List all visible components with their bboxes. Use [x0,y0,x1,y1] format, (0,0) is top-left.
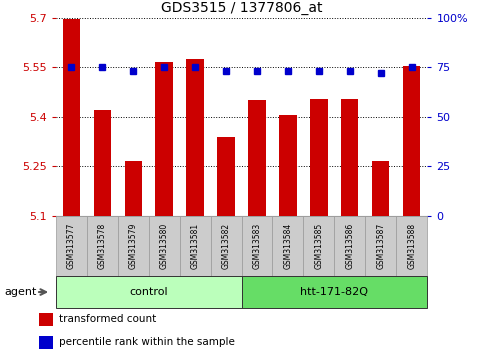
Bar [94,110,111,216]
Bar [117,216,149,276]
Text: GSM313580: GSM313580 [159,223,169,269]
Bar [149,216,180,276]
Bar [372,161,389,216]
Text: GSM313586: GSM313586 [345,223,355,269]
Bar [186,59,203,216]
Text: GSM313579: GSM313579 [128,223,138,269]
Bar [311,99,327,216]
Bar [242,276,427,308]
Bar [180,216,211,276]
Text: agent: agent [5,287,37,297]
Text: GSM313585: GSM313585 [314,223,324,269]
Bar [403,65,421,216]
Text: GSM313583: GSM313583 [253,223,261,269]
Text: GSM313588: GSM313588 [408,223,416,269]
Bar [56,216,86,276]
Bar [334,216,366,276]
Text: GSM313578: GSM313578 [98,223,107,269]
Bar [39,313,53,326]
Text: GSM313587: GSM313587 [376,223,385,269]
Bar [156,62,172,216]
Text: control: control [129,287,168,297]
Title: GDS3515 / 1377806_at: GDS3515 / 1377806_at [161,1,322,15]
Bar [211,216,242,276]
Bar [39,336,53,349]
Bar [397,216,427,276]
Bar [280,115,297,216]
Bar [86,216,117,276]
Bar [56,276,242,308]
Text: htt-171-82Q: htt-171-82Q [300,287,369,297]
Bar [217,137,235,216]
Bar [62,19,80,216]
Bar [303,216,334,276]
Bar [272,216,303,276]
Text: GSM313581: GSM313581 [190,223,199,269]
Bar [341,99,358,216]
Text: percentile rank within the sample: percentile rank within the sample [59,337,235,348]
Text: GSM313584: GSM313584 [284,223,293,269]
Text: GSM313577: GSM313577 [67,223,75,269]
Bar [248,100,266,216]
Bar [125,161,142,216]
Text: GSM313582: GSM313582 [222,223,230,269]
Text: transformed count: transformed count [59,314,156,325]
Bar [366,216,397,276]
Bar [242,216,272,276]
